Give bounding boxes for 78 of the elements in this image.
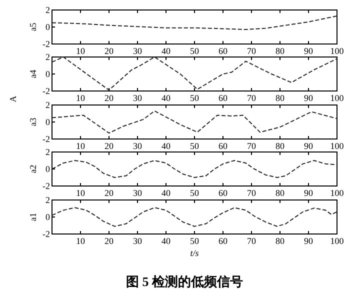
x-tick-label: 20: [104, 141, 114, 151]
x-tick-label: 100: [330, 46, 344, 56]
x-tick-label: 90: [304, 236, 314, 246]
x-tick-label: 50: [190, 141, 200, 151]
x-tick-label: 100: [330, 141, 344, 151]
y-tick-label: 2: [46, 5, 50, 15]
y-tick-label: -2: [42, 134, 50, 144]
x-tick-label: 50: [190, 46, 200, 56]
x-tick-label: 80: [276, 141, 285, 151]
x-tick-label: 50: [190, 236, 200, 246]
x-tick-label: 70: [247, 46, 256, 56]
x-tick-label: 40: [162, 141, 171, 151]
x-tick-label: 100: [330, 236, 344, 246]
y-tick-label: 2: [46, 52, 50, 62]
x-tick-label: 80: [276, 188, 285, 198]
x-tick-label: 10: [76, 141, 86, 151]
x-tick-label: 40: [162, 93, 171, 103]
x-tick-label: 60: [218, 46, 228, 56]
y-tick-label: -2: [42, 39, 50, 49]
x-tick-label: 10: [76, 188, 86, 198]
x-tick-label: 90: [304, 93, 314, 103]
y-axis-title: a1: [28, 212, 38, 222]
x-tick-label: 30: [133, 141, 142, 151]
y-tick-label: 0: [46, 164, 50, 174]
x-tick-label: 100: [330, 93, 344, 103]
x-tick-label: 80: [276, 236, 285, 246]
line-series: [52, 56, 338, 91]
caption: 图 5 检测的低频信号: [126, 274, 243, 289]
y-tick-label: 2: [46, 195, 50, 205]
y-tick-label: 2: [46, 100, 50, 110]
x-tick-label: 80: [276, 46, 285, 56]
x-tick-label: 40: [162, 46, 171, 56]
y-tick-label: 2: [46, 147, 50, 157]
y-tick-label: 0: [46, 22, 50, 32]
x-tick-label: 30: [133, 236, 142, 246]
y-tick-label: -2: [42, 181, 50, 191]
x-tick-label: 40: [162, 188, 171, 198]
x-tick-label: 70: [247, 236, 256, 246]
x-tick-label: 30: [133, 46, 142, 56]
x-tick-label: 90: [304, 141, 314, 151]
x-tick-label: 60: [218, 236, 228, 246]
line-series: [52, 15, 338, 30]
text: A: [8, 95, 18, 102]
x-tick-label: 20: [104, 46, 114, 56]
x-axis-title: t/s: [190, 248, 200, 258]
x-tick-label: 90: [304, 188, 314, 198]
x-tick-label: 60: [218, 188, 228, 198]
x-tick-label: 50: [190, 188, 200, 198]
x-tick-label: 80: [276, 93, 285, 103]
x-tick-label: 10: [76, 46, 86, 56]
x-tick-label: 70: [247, 93, 256, 103]
x-tick-label: 50: [190, 93, 200, 103]
x-tick-label: 100: [330, 188, 344, 198]
x-tick-label: 30: [133, 188, 142, 198]
x-tick-label: 10: [76, 93, 86, 103]
x-tick-label: 20: [104, 93, 114, 103]
line-series: [52, 207, 338, 227]
x-tick-label: 30: [133, 93, 142, 103]
line-series: [52, 110, 338, 134]
y-axis-title: a2: [28, 164, 38, 174]
y-tick-label: -2: [42, 229, 50, 239]
y-tick-label: -2: [42, 86, 50, 96]
y-axis-title: a5: [28, 22, 38, 32]
x-tick-label: 60: [218, 141, 228, 151]
y-axis-title: a3: [28, 117, 38, 126]
x-tick-label: 70: [247, 141, 256, 151]
y-axis-title: a4: [28, 69, 38, 78]
x-tick-label: 20: [104, 236, 114, 246]
y-tick-label: 0: [46, 212, 50, 222]
x-tick-label: 20: [104, 188, 114, 198]
line-series: [52, 160, 338, 178]
x-tick-label: 40: [162, 236, 171, 246]
x-tick-label: 60: [218, 93, 228, 103]
x-tick-label: 10: [76, 236, 86, 246]
y-tick-label: 0: [46, 69, 50, 79]
y-tick-label: 0: [46, 117, 50, 127]
x-tick-label: 90: [304, 46, 314, 56]
x-tick-label: 70: [247, 188, 256, 198]
